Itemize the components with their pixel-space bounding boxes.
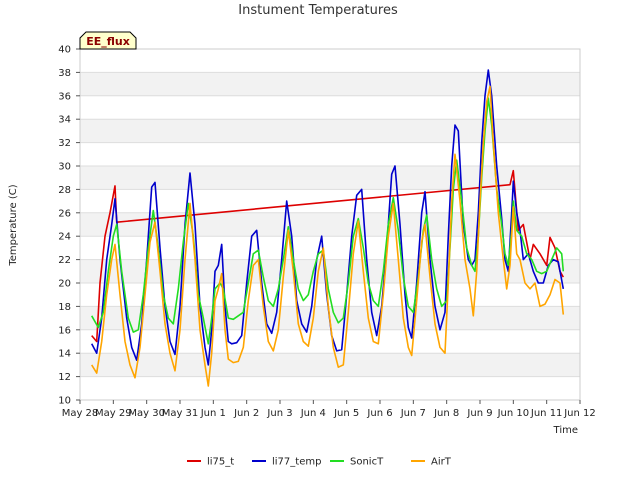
x-tick-label: Jun 11 <box>530 408 563 419</box>
y-tick-label: 18 <box>58 302 71 313</box>
series-lines <box>90 69 565 387</box>
x-tick-label: Jun 6 <box>366 408 392 419</box>
chart-title: Instument Temperatures <box>238 3 398 18</box>
y-tick-label: 30 <box>58 162 71 173</box>
x-tick-label: May 30 <box>128 408 165 419</box>
x-tick-label: May 29 <box>95 408 132 419</box>
legend-label-AirT: AirT <box>431 457 452 468</box>
x-tick-label: Jun 10 <box>497 408 530 419</box>
y-tick-label: 12 <box>58 372 71 383</box>
series-line-AirT <box>91 85 565 387</box>
y-tick-label: 24 <box>58 232 71 243</box>
x-tick-label: Jun 8 <box>433 408 459 419</box>
x-tick-label: Jun 12 <box>563 408 596 419</box>
badge-shape <box>79 31 137 50</box>
x-tick-label: May 31 <box>162 408 199 419</box>
legend-label-SonicT: SonicT <box>350 457 384 468</box>
y-tick-label: 14 <box>58 349 71 360</box>
background-band <box>80 353 580 377</box>
background-band <box>80 119 580 143</box>
y-tick-label: 26 <box>58 208 71 219</box>
x-tick-label: Jun 2 <box>233 408 259 419</box>
background-band <box>80 72 580 96</box>
x-tick-label: May 28 <box>62 408 99 419</box>
x-tick-label: Jun 1 <box>200 408 226 419</box>
plot-frame <box>79 48 581 401</box>
x-axis-title: Time <box>553 425 578 436</box>
y-axis-ticks: 10 12 14 16 18 20 22 24 26 28 30 32 34 36 38 40 <box>58 45 80 407</box>
y-tick-label: 36 <box>58 91 71 102</box>
y-tick-label: 22 <box>58 255 71 266</box>
y-axis-title: Temperature (C) <box>8 184 19 266</box>
background-band <box>80 259 580 283</box>
badge-label: EE_flux <box>86 35 130 48</box>
y-tick-label: 28 <box>58 185 71 196</box>
series-line-li77_temp <box>90 69 565 366</box>
legend-label-li75_t: li75_t <box>207 457 234 468</box>
background-band <box>80 212 580 237</box>
series-line-li75_t <box>91 169 564 343</box>
legend-label-li77_temp: li77_temp <box>272 457 321 468</box>
x-tick-label: Jun 4 <box>300 408 326 419</box>
x-tick-label: Jun 5 <box>333 408 359 419</box>
y-tick-label: 38 <box>58 68 71 79</box>
station-badge: EE_flux <box>79 31 137 50</box>
y-tick-label: 32 <box>58 138 71 149</box>
background-bands <box>80 49 580 400</box>
x-tick-label: Jun 9 <box>466 408 492 419</box>
y-tick-label: 20 <box>58 279 71 290</box>
y-tick-label: 40 <box>58 45 71 56</box>
x-tick-label: Jun 3 <box>266 408 292 419</box>
y-tick-label: 10 <box>58 396 71 407</box>
y-tick-label: 16 <box>58 325 71 336</box>
x-tick-label: Jun 7 <box>400 408 426 419</box>
y-tick-label: 34 <box>58 115 71 126</box>
legend: li75_t li77_temp SonicT AirT <box>187 457 452 468</box>
